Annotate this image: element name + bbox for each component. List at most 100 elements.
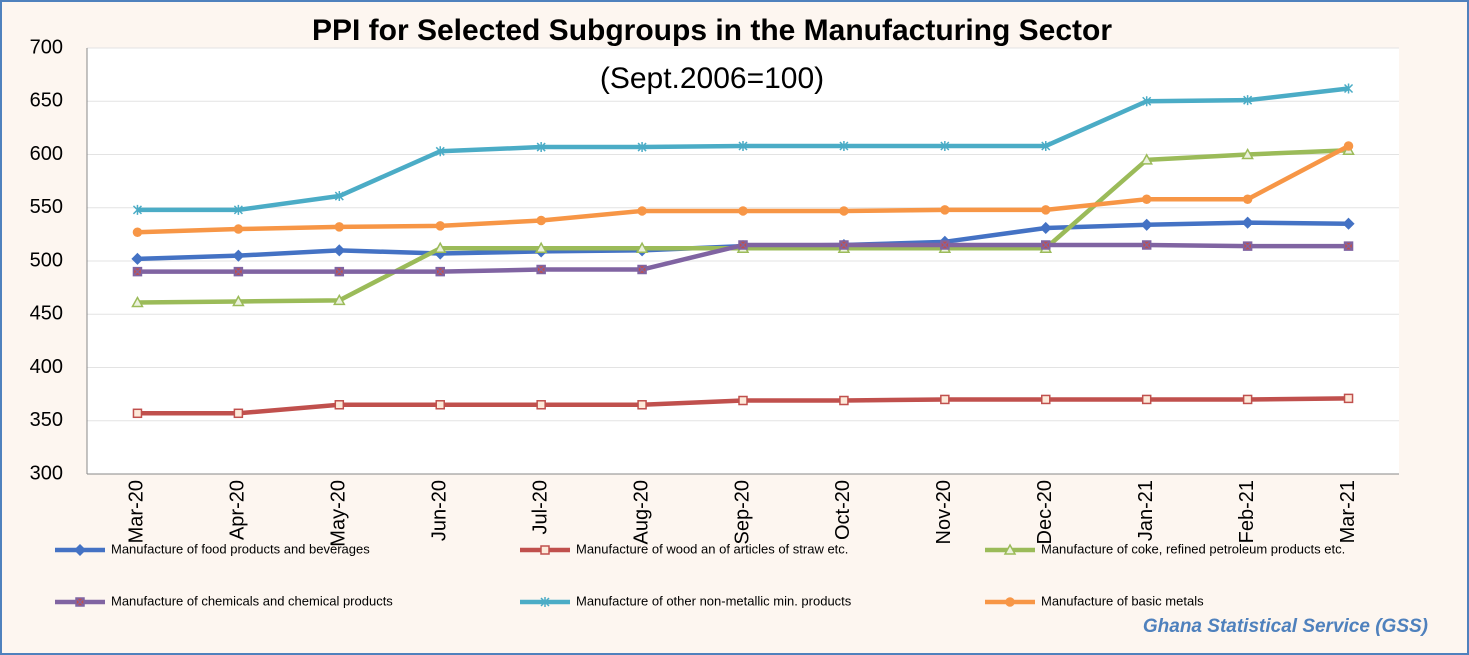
- y-tick-label: 700: [30, 36, 63, 58]
- legend-marker: [540, 545, 550, 555]
- point: [940, 140, 950, 151]
- x-tick-label: Apr-20: [227, 480, 249, 540]
- point: [233, 266, 244, 277]
- point: [132, 266, 143, 277]
- point: [1241, 216, 1254, 229]
- legend-marker: [540, 597, 550, 607]
- point: [131, 295, 144, 308]
- point: [233, 408, 244, 419]
- point: [435, 146, 445, 157]
- legend-label: Manufacture of wood an of articles of st…: [576, 541, 848, 556]
- point: [233, 224, 244, 234]
- y-tick-label: 400: [30, 356, 63, 378]
- point: [1041, 140, 1051, 151]
- y-tick-label: 450: [30, 303, 63, 325]
- legend-label: Manufacture of other non-metallic min. p…: [576, 593, 852, 608]
- x-tick-label: Feb-21: [1236, 480, 1258, 543]
- point: [1343, 393, 1354, 404]
- point: [333, 293, 346, 306]
- point: [738, 240, 748, 250]
- series: [132, 393, 1354, 419]
- y-tick-label: 650: [30, 90, 63, 112]
- point: [333, 244, 346, 257]
- point: [1242, 194, 1253, 204]
- series: [132, 240, 1354, 277]
- y-tick-label: 500: [30, 249, 63, 271]
- point: [1041, 205, 1051, 215]
- point: [435, 266, 445, 277]
- series: [132, 83, 1354, 215]
- point: [534, 241, 548, 253]
- chart-subtitle: (Sept.2006=100): [600, 62, 824, 95]
- point: [839, 206, 849, 216]
- point: [1141, 240, 1152, 250]
- point: [1039, 221, 1052, 235]
- y-tick-label: 550: [30, 196, 63, 218]
- point: [132, 408, 143, 419]
- point: [940, 394, 950, 405]
- point: [738, 395, 748, 406]
- legend-marker: [1003, 543, 1017, 555]
- point: [433, 241, 447, 253]
- x-tick-label: Nov-20: [933, 480, 955, 544]
- point: [1041, 394, 1051, 405]
- legend-marker: [73, 543, 87, 557]
- point: [232, 294, 245, 307]
- point: [1342, 217, 1355, 230]
- y-tick-label: 600: [30, 143, 63, 165]
- point: [536, 400, 546, 410]
- point: [536, 142, 546, 153]
- point: [1242, 394, 1253, 405]
- point: [233, 204, 243, 215]
- x-tick-label: Mar-21: [1337, 480, 1359, 543]
- point: [1140, 153, 1153, 165]
- x-tick-label: Mar-20: [126, 480, 148, 543]
- legend-label: Manufacture of basic metals: [1041, 593, 1204, 608]
- point: [839, 140, 849, 151]
- point: [435, 221, 445, 231]
- point: [536, 215, 546, 226]
- legend-label: Manufacture of coke, refined petroleum p…: [1041, 541, 1345, 556]
- point: [132, 204, 142, 215]
- legend-label: Manufacture of food products and beverag…: [111, 541, 370, 556]
- point: [1141, 394, 1152, 405]
- x-tick-label: Oct-20: [832, 480, 854, 540]
- chart-title: PPI for Selected Subgroups in the Manufa…: [312, 14, 1112, 47]
- point: [1142, 96, 1152, 107]
- point: [1140, 218, 1153, 231]
- y-tick-label: 350: [30, 409, 63, 431]
- point: [536, 264, 546, 275]
- x-tick-label: May-20: [328, 480, 350, 547]
- point: [1343, 141, 1354, 151]
- point: [132, 227, 143, 237]
- point: [1243, 95, 1253, 106]
- y-tick-label: 300: [30, 462, 63, 484]
- point: [1344, 83, 1354, 94]
- x-tick-label: Aug-20: [630, 480, 652, 545]
- x-tick-label: Jan-21: [1135, 480, 1157, 541]
- point: [334, 400, 345, 410]
- point: [635, 241, 649, 253]
- point: [839, 395, 849, 406]
- legend-label: Manufacture of chemicals and chemical pr…: [111, 593, 393, 608]
- point: [1343, 241, 1354, 251]
- legend-marker: [75, 597, 85, 607]
- point: [1041, 240, 1051, 250]
- point: [637, 206, 647, 216]
- point: [435, 400, 445, 410]
- point: [738, 140, 748, 151]
- point: [738, 206, 748, 216]
- point: [637, 142, 647, 153]
- point: [334, 191, 344, 202]
- x-tick-label: Jul-20: [529, 480, 551, 534]
- legend-marker: [1005, 597, 1015, 607]
- point: [940, 240, 950, 250]
- point: [637, 400, 647, 410]
- series: [132, 141, 1354, 237]
- point: [1242, 241, 1253, 251]
- point: [334, 266, 345, 277]
- point: [334, 222, 345, 232]
- point: [637, 264, 647, 275]
- point: [232, 249, 245, 262]
